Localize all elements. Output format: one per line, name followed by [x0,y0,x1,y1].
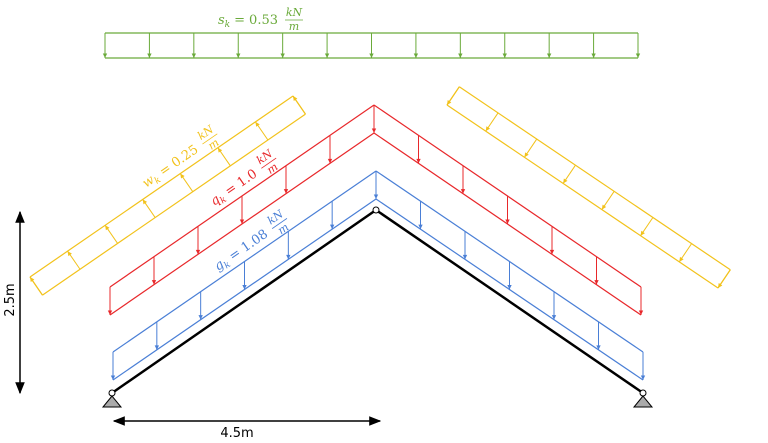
wind-base [42,113,306,296]
arrow-head [236,53,241,58]
load-layer [29,32,731,381]
arrow-head [373,194,379,199]
arrow-head [286,254,291,260]
arrow-head [147,53,152,58]
roof-frame [111,208,644,395]
load-value: 1.0 [235,167,261,191]
arrow-head [239,219,245,224]
arrow-head [563,178,568,184]
arrow-head [502,53,507,58]
load-formula: sk = 0.53 [218,13,278,30]
arrow-head [549,249,555,255]
left-hinge [108,389,116,397]
arrow-head [280,53,285,58]
arrow-head [154,345,160,350]
span-label: 4.5m [220,426,253,441]
load-relation: = [234,13,245,28]
arrow-head [102,53,108,58]
load-value: 1.08 [239,227,271,256]
wind-line [29,95,294,278]
wind-line [446,104,719,289]
load-formula: gk=1.08 [212,227,272,276]
arrow-head [524,152,529,158]
unit-denominator: m [289,20,299,33]
arrow-head [679,256,684,262]
arrow-head [142,199,148,205]
arrow-head [369,53,374,58]
arrow-head [447,100,452,105]
arrow-head [195,249,201,255]
arrow-head [198,315,203,320]
arrow-head [371,128,377,133]
arrow-head [151,280,157,285]
arrow-head [191,53,197,58]
arrow-head [458,53,463,58]
arrow-head [416,158,421,164]
load-formula: wk=0.25 [140,142,203,193]
arrow-head [67,251,72,257]
arrow-head [242,284,247,290]
arrow-head [107,310,113,315]
left-support [101,395,123,408]
arrow-head [324,53,330,58]
arrow-head [635,53,641,58]
height-label: 2.5m [3,283,18,316]
fraction-bar [261,157,277,169]
arrow-head [594,280,599,285]
arrow-head [591,53,596,58]
arrow-head [462,254,468,260]
right-hinge [639,389,647,397]
arrow-head [640,375,646,380]
load-label: sk = 0.53 kNm [218,6,303,33]
arrow-head [255,121,260,127]
load-symbol: s [218,13,225,28]
arrow-head [217,147,223,153]
load-subscript: k [153,175,163,186]
arrow-head [596,345,601,350]
arrow-head [507,284,512,290]
arrow-head [327,158,333,164]
arrow-head [329,224,335,230]
arrow-head [30,277,35,282]
arrow-head [460,189,466,194]
arrow-head [105,225,110,231]
arrow-head [413,53,419,58]
arrow-head [418,224,423,230]
load-subscript: k [223,260,233,271]
right-support [632,395,654,408]
arrow-head [601,204,607,210]
wind-base [458,86,731,271]
load-formula: qk=1.0 [208,167,262,211]
arrow-head [640,230,645,236]
arrow-head [485,126,491,132]
load-value: 0.53 [249,13,278,28]
arrow-head [718,283,723,288]
load-subscript: k [219,195,229,206]
fraction-bar [202,133,218,145]
arrow-head [505,219,510,224]
arrow-head [283,189,289,194]
arrow-head [638,310,644,315]
arrow-head [180,173,185,179]
arrow-head [110,375,116,380]
arrow-head [293,96,298,101]
unit-numerator: kN [286,6,303,19]
apex-hinge [372,206,380,214]
arrow-head [546,53,552,58]
fraction-bar [271,218,288,229]
arrow-head [551,315,557,320]
load-value: 0.25 [169,142,201,171]
load-subscript: k [225,20,230,30]
